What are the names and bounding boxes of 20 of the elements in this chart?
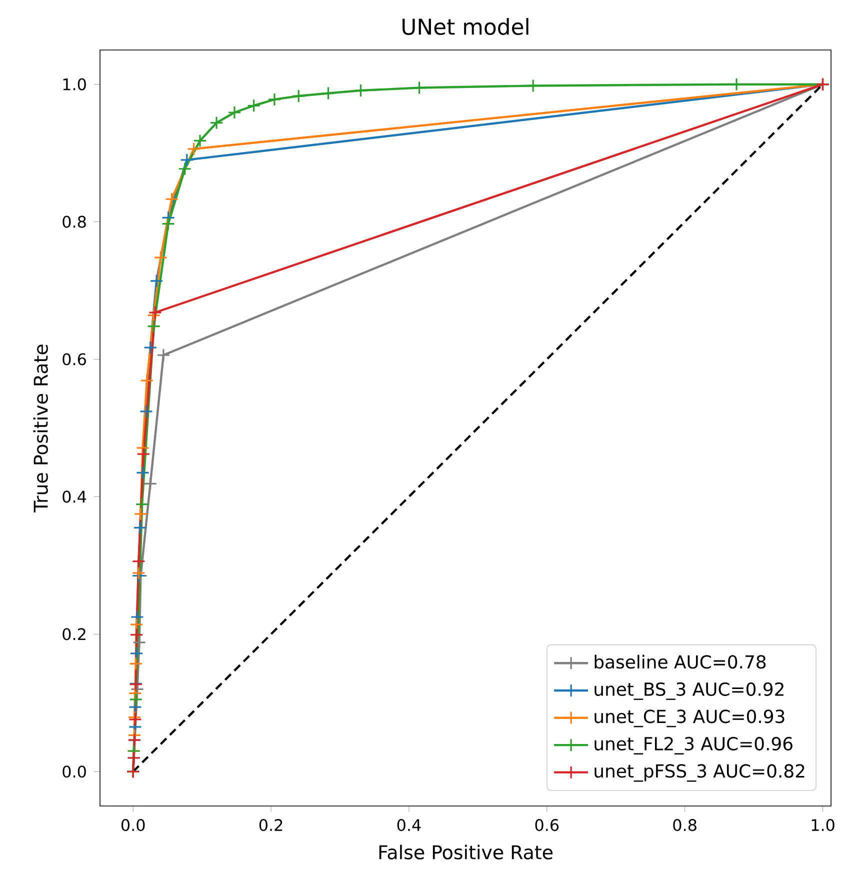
x-tick-label: 0.6 (535, 819, 559, 832)
x-tick-label: 0.4 (397, 819, 421, 832)
legend-label: baseline AUC=0.78 (594, 654, 766, 669)
y-tick-label: 0.2 (62, 628, 86, 640)
x-tick-label: 0.2 (259, 819, 282, 832)
legend-label: unet_FL2_3 AUC=0.96 (594, 736, 792, 754)
legend-label: unet_pFSS_3 AUC=0.82 (594, 764, 804, 782)
chart-title: UNet model (402, 18, 528, 35)
y-tick-label: 0.8 (62, 216, 86, 228)
y-axis-title: True Positive Rate (33, 344, 48, 512)
y-tick-label: 0.0 (62, 766, 86, 778)
y-tick-label: 1.0 (63, 78, 86, 90)
x-tick-label: 1.0 (812, 819, 834, 832)
x-axis-title: False Positive Rate (379, 844, 553, 860)
y-tick-label: 0.6 (62, 353, 86, 366)
legend-label: unet_BS_3 AUC=0.92 (594, 682, 784, 700)
legend-label: unet_CE_3 AUC=0.93 (594, 710, 784, 728)
x-tick-label: 0.8 (673, 819, 696, 832)
y-tick-label: 0.4 (62, 490, 86, 503)
x-tick-label: 0.0 (121, 819, 145, 832)
